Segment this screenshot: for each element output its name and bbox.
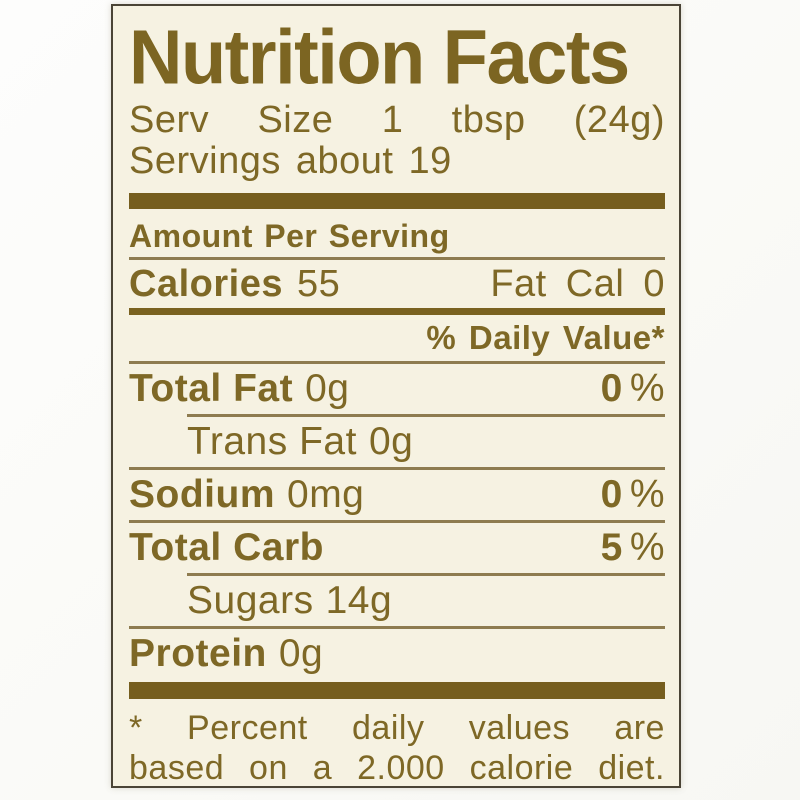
nutrient-right: 5% (601, 523, 665, 573)
footnote-word: are (614, 709, 665, 747)
servings-count-line: Servings about 19 (129, 140, 452, 182)
amount-per-serving-heading: Amount Per Serving (129, 218, 450, 254)
nutrient-amount: 0g (368, 420, 414, 463)
thin-rule (129, 626, 665, 629)
nutrient-right: 0% (601, 470, 665, 520)
calories-row: Calories 55 Fat Cal 0 (129, 260, 665, 308)
footnote-word: 2.000 (357, 749, 445, 787)
nutrient-left: Total Fat 0g (129, 364, 350, 414)
nutrient-right: 0% (601, 364, 665, 414)
footnote-word: Percent (187, 709, 308, 747)
nutrient-left: Total Carb (129, 523, 336, 573)
nutrition-facts-label: Nutrition Facts Serv Size 1 tbsp (24g) S… (111, 4, 681, 788)
footnote-line-1: * Percent daily values are (129, 708, 665, 748)
calories-group: Calories 55 (129, 260, 340, 308)
footnote-word: a (312, 749, 333, 787)
fat-calories-text: Fat Cal 0 (490, 263, 665, 305)
serv-word: Size (257, 99, 334, 141)
nutrient-name: Trans Fat (187, 420, 357, 463)
nutrient-name: Total Carb (129, 526, 324, 569)
nutrient-row-trans-fat: Trans Fat 0g (129, 417, 665, 467)
footnote-word: based (129, 749, 225, 787)
nutrient-row-sugars: Sugars 14g (129, 576, 665, 626)
nutrient-amount: 0g (305, 367, 350, 410)
daily-value-header: % Daily Value* (426, 319, 665, 356)
nutrient-row-total-fat: Total Fat 0g 0% (129, 364, 665, 414)
thin-rule-indented (187, 414, 665, 417)
nutrient-amount: 0g (278, 632, 324, 675)
thin-rule (129, 467, 665, 470)
nutrient-left: Protein 0g (129, 629, 323, 679)
thin-rule (129, 520, 665, 523)
nutrient-amount: 14g (325, 579, 393, 622)
footnote-word: daily (352, 709, 425, 747)
nutrient-left: Sugars 14g (187, 576, 392, 626)
footnote-word: * (129, 709, 143, 747)
nutrient-amount: 0mg (287, 473, 365, 516)
serv-word: Serv (129, 99, 210, 141)
thin-rule (129, 257, 665, 260)
footnote-word: values (468, 709, 571, 747)
serving-size-line: Serv Size 1 tbsp (24g) (129, 100, 665, 141)
nutrient-left: Trans Fat 0g (187, 417, 413, 467)
nutrient-name: Protein (129, 632, 267, 675)
serv-word: tbsp (451, 99, 526, 141)
footnote-word: calorie (469, 749, 574, 787)
nutrient-row-protein: Protein 0g (129, 629, 665, 679)
footnote-line-2: based on a 2.000 calorie diet. (129, 748, 665, 788)
calories-value: 55 (296, 263, 341, 305)
nutrient-row-sodium: Sodium 0mg 0% (129, 470, 665, 520)
nutrient-name: Sodium (129, 473, 275, 516)
calories-label: Calories (129, 263, 283, 305)
serv-word: 1 (381, 99, 404, 141)
serv-word: (24g) (573, 99, 665, 141)
footnote-word: diet. (598, 749, 665, 787)
nutrient-left: Sodium 0mg (129, 470, 364, 520)
daily-value-number: 0 (600, 367, 623, 410)
thick-separator-bar-bottom (129, 682, 665, 699)
percent-sign: % (629, 526, 665, 569)
nutrition-facts-title: Nutrition Facts (129, 13, 630, 101)
thick-separator-bar-top (129, 193, 665, 209)
daily-value-number: 5 (600, 526, 623, 569)
percent-sign: % (629, 473, 665, 516)
medium-rule (129, 308, 665, 315)
thin-rule-indented (187, 573, 665, 576)
footnote-word: on (249, 749, 288, 787)
nutrient-row-total-carb: Total Carb 5% (129, 523, 665, 573)
nutrient-name: Sugars (187, 579, 314, 622)
percent-sign: % (629, 367, 665, 410)
nutrient-name: Total Fat (129, 367, 294, 410)
thin-rule (129, 361, 665, 364)
daily-value-number: 0 (600, 473, 623, 516)
